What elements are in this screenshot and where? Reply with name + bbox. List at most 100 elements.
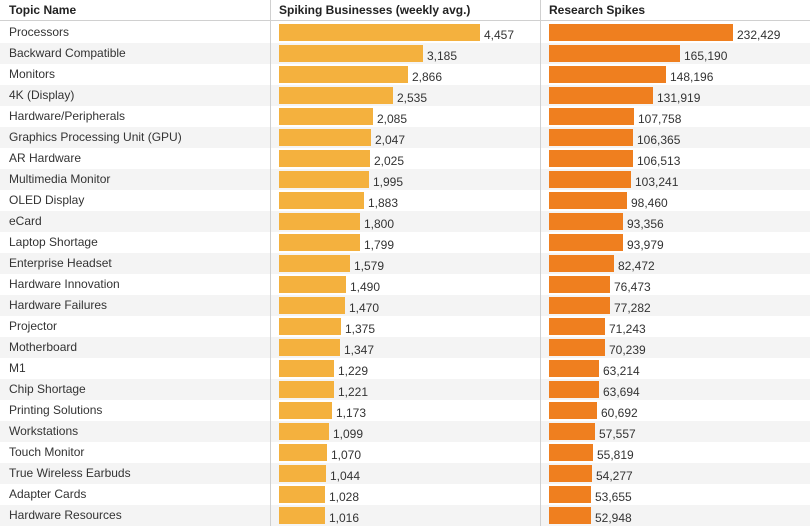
topic-name: Processors (9, 25, 70, 39)
table-row[interactable]: Hardware Resources 1,016 52,948 (0, 505, 810, 526)
bar-spiking-businesses[interactable] (279, 129, 371, 146)
bar-research-spikes[interactable] (549, 234, 623, 251)
value-label-spiking-businesses: 1,173 (336, 406, 367, 420)
bar-research-spikes[interactable] (549, 507, 591, 524)
bar-research-spikes[interactable] (549, 276, 610, 293)
topic-name: Backward Compatible (9, 46, 126, 60)
bar-research-spikes[interactable] (549, 297, 610, 314)
bar-spiking-businesses[interactable] (279, 192, 364, 209)
table-row[interactable]: Workstations 1,099 57,557 (0, 421, 810, 442)
bar-spiking-businesses[interactable] (279, 24, 480, 41)
value-label-research-spikes: 60,692 (601, 406, 638, 420)
table-row[interactable]: Hardware Innovation 1,490 76,473 (0, 274, 810, 295)
table-row[interactable]: Adapter Cards 1,028 53,655 (0, 484, 810, 505)
header-topic-name[interactable]: Topic Name (9, 3, 77, 17)
bar-spiking-businesses[interactable] (279, 339, 340, 356)
topic-name: AR Hardware (9, 151, 82, 165)
value-label-spiking-businesses: 1,099 (333, 427, 364, 441)
table-row[interactable]: Hardware/Peripherals 2,085 107,758 (0, 106, 810, 127)
header-research-spikes[interactable]: Research Spikes (549, 3, 646, 17)
bar-spiking-businesses[interactable] (279, 276, 346, 293)
bar-spiking-businesses[interactable] (279, 108, 373, 125)
table-row[interactable]: Laptop Shortage 1,799 93,979 (0, 232, 810, 253)
bar-spiking-businesses[interactable] (279, 423, 329, 440)
bar-research-spikes[interactable] (549, 465, 592, 482)
value-label-spiking-businesses: 1,221 (338, 385, 369, 399)
table-row[interactable]: M1 1,229 63,214 (0, 358, 810, 379)
table-row[interactable]: Touch Monitor 1,070 55,819 (0, 442, 810, 463)
table-row[interactable]: Projector 1,375 71,243 (0, 316, 810, 337)
table-row[interactable]: Multimedia Monitor 1,995 103,241 (0, 169, 810, 190)
topic-name: Hardware Innovation (9, 277, 120, 291)
topic-name: Enterprise Headset (9, 256, 112, 270)
table-row[interactable]: Motherboard 1,347 70,239 (0, 337, 810, 358)
table-row[interactable]: Backward Compatible 3,185 165,190 (0, 43, 810, 64)
bar-research-spikes[interactable] (549, 339, 605, 356)
bar-research-spikes[interactable] (549, 402, 597, 419)
bar-research-spikes[interactable] (549, 486, 591, 503)
table-row[interactable]: Processors 4,457 232,429 (0, 22, 810, 43)
table-row[interactable]: Chip Shortage 1,221 63,694 (0, 379, 810, 400)
bar-research-spikes[interactable] (549, 66, 666, 83)
bar-research-spikes[interactable] (549, 129, 633, 146)
bar-spiking-businesses[interactable] (279, 381, 334, 398)
bar-spiking-businesses[interactable] (279, 360, 334, 377)
value-label-research-spikes: 106,365 (637, 133, 681, 147)
bar-spiking-businesses[interactable] (279, 402, 332, 419)
bar-spiking-businesses[interactable] (279, 45, 423, 62)
topic-name: Projector (9, 319, 58, 333)
bar-research-spikes[interactable] (549, 213, 623, 230)
bar-spiking-businesses[interactable] (279, 213, 360, 230)
bar-spiking-businesses[interactable] (279, 255, 350, 272)
bar-research-spikes[interactable] (549, 255, 614, 272)
table-row[interactable]: Printing Solutions 1,173 60,692 (0, 400, 810, 421)
table-row[interactable]: eCard 1,800 93,356 (0, 211, 810, 232)
value-label-spiking-businesses: 2,866 (412, 70, 443, 84)
value-label-spiking-businesses: 1,470 (349, 301, 380, 315)
value-label-research-spikes: 53,655 (595, 490, 632, 504)
table-row[interactable]: Hardware Failures 1,470 77,282 (0, 295, 810, 316)
bar-spiking-businesses[interactable] (279, 444, 327, 461)
bar-research-spikes[interactable] (549, 423, 595, 440)
bar-spiking-businesses[interactable] (279, 318, 341, 335)
bar-research-spikes[interactable] (549, 318, 605, 335)
value-label-research-spikes: 103,241 (635, 175, 679, 189)
bar-spiking-businesses[interactable] (279, 234, 360, 251)
topic-name: Monitors (9, 67, 56, 81)
bar-spiking-businesses[interactable] (279, 297, 345, 314)
bar-spiking-businesses[interactable] (279, 87, 393, 104)
bar-research-spikes[interactable] (549, 444, 593, 461)
bar-spiking-businesses[interactable] (279, 507, 325, 524)
bar-spiking-businesses[interactable] (279, 486, 325, 503)
column-divider (540, 0, 541, 526)
table-row[interactable]: AR Hardware 2,025 106,513 (0, 148, 810, 169)
table-row[interactable]: True Wireless Earbuds 1,044 54,277 (0, 463, 810, 484)
table-row[interactable]: Enterprise Headset 1,579 82,472 (0, 253, 810, 274)
value-label-spiking-businesses: 2,025 (374, 154, 405, 168)
bar-research-spikes[interactable] (549, 360, 599, 377)
table-row[interactable]: Graphics Processing Unit (GPU) 2,047 106,3… (0, 127, 810, 148)
bar-research-spikes[interactable] (549, 87, 653, 104)
value-label-research-spikes: 148,196 (670, 70, 714, 84)
value-label-spiking-businesses: 1,995 (373, 175, 404, 189)
bar-research-spikes[interactable] (549, 171, 631, 188)
bar-research-spikes[interactable] (549, 24, 733, 41)
bar-research-spikes[interactable] (549, 45, 680, 62)
bar-spiking-businesses[interactable] (279, 465, 326, 482)
topic-name: Adapter Cards (9, 487, 87, 501)
bar-research-spikes[interactable] (549, 192, 627, 209)
bar-research-spikes[interactable] (549, 150, 633, 167)
value-label-research-spikes: 63,694 (603, 385, 640, 399)
table-row[interactable]: Monitors 2,866 148,196 (0, 64, 810, 85)
header-spiking-businesses[interactable]: Spiking Businesses (weekly avg.) (279, 3, 471, 17)
table-row[interactable]: OLED Display 1,883 98,460 (0, 190, 810, 211)
bar-spiking-businesses[interactable] (279, 171, 369, 188)
bar-research-spikes[interactable] (549, 381, 599, 398)
value-label-research-spikes: 54,277 (596, 469, 633, 483)
value-label-spiking-businesses: 1,799 (364, 238, 395, 252)
table-row[interactable]: 4K (Display) 2,535 131,919 (0, 85, 810, 106)
value-label-research-spikes: 77,282 (614, 301, 651, 315)
bar-spiking-businesses[interactable] (279, 66, 408, 83)
bar-spiking-businesses[interactable] (279, 150, 370, 167)
bar-research-spikes[interactable] (549, 108, 634, 125)
